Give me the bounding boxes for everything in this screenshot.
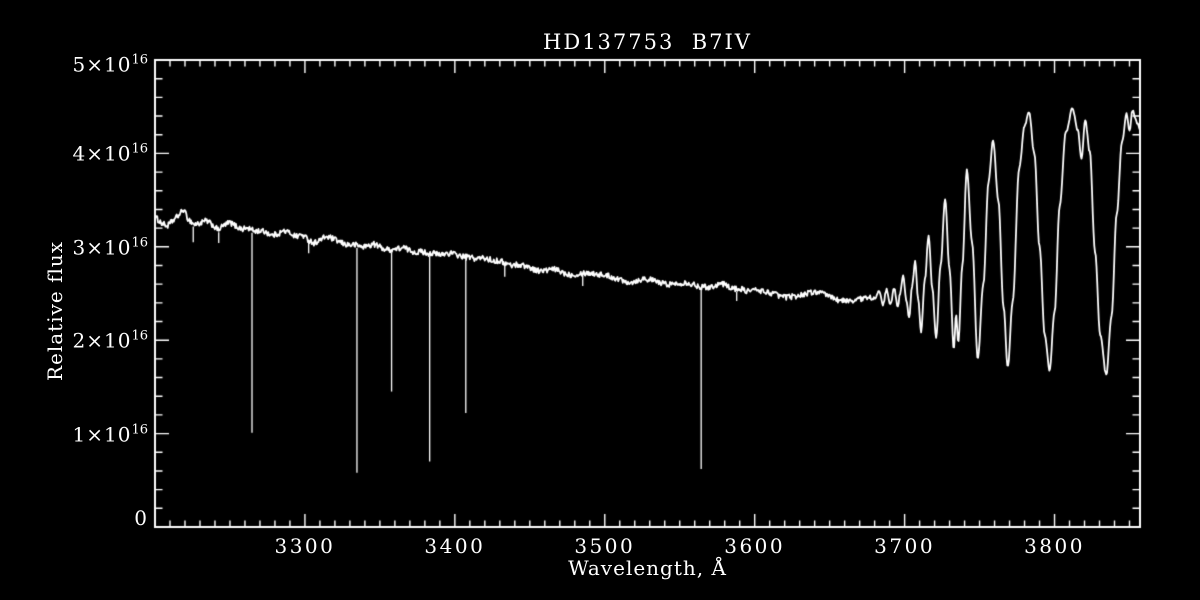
y-tick-label: 1×1016: [72, 421, 148, 446]
x-axis-label: Wavelength, Å: [568, 556, 727, 580]
y-tick-label: 3×1016: [72, 235, 148, 260]
x-tick-label: 3600: [724, 534, 786, 558]
x-tick-label: 3500: [574, 534, 636, 558]
y-tick-label: 2×1016: [72, 328, 148, 353]
x-tick-label: 3800: [1024, 534, 1085, 558]
y-tick-label: 0: [134, 506, 148, 530]
x-tick-label: 3300: [274, 534, 336, 558]
y-tick-label: 4×1016: [72, 141, 148, 166]
x-tick-label: 3400: [424, 534, 486, 558]
x-tick-label: 3700: [874, 534, 936, 558]
y-axis-label: Relative flux: [43, 240, 67, 382]
chart-title: HD137753 B7IV: [543, 30, 752, 54]
y-tick-label: 5×1016: [72, 52, 148, 77]
